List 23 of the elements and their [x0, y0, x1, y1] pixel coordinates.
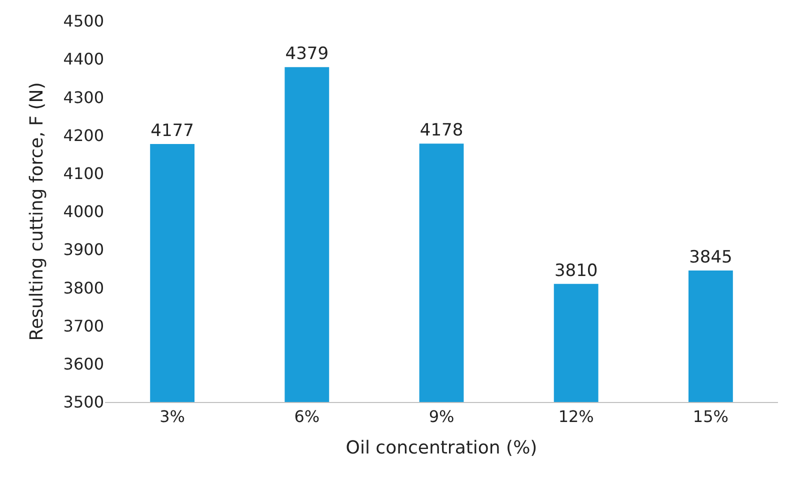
- y-tick-label: 3800: [63, 278, 104, 298]
- y-tick-label: 4500: [63, 12, 104, 31]
- y-tick-label: 3700: [63, 316, 104, 336]
- x-tick-label: 9%: [428, 407, 454, 426]
- y-tick-label: 3500: [63, 392, 104, 412]
- y-tick-label: 3900: [63, 240, 104, 260]
- data-label: 4379: [285, 44, 329, 64]
- y-tick-label: 3600: [63, 354, 104, 374]
- x-tick-label: 12%: [558, 407, 594, 426]
- data-label: 4178: [420, 120, 464, 141]
- data-label: 3845: [689, 248, 732, 268]
- y-tick-label: 4200: [63, 126, 104, 145]
- y-tick-label: 4300: [63, 88, 104, 107]
- y-tick-label: 4100: [63, 164, 104, 183]
- data-label: 3810: [554, 260, 598, 281]
- x-tick-label: 15%: [692, 407, 728, 426]
- y-tick-label: 4400: [63, 50, 104, 69]
- data-label: 4177: [150, 121, 194, 142]
- y-axis-title: Resulting cutting force, F (N): [26, 82, 48, 341]
- x-tick-label: 6%: [294, 407, 320, 426]
- x-axis-title: Oil concentration (%): [346, 437, 538, 458]
- y-tick-label: 4000: [63, 202, 104, 222]
- x-tick-label: 3%: [160, 407, 185, 426]
